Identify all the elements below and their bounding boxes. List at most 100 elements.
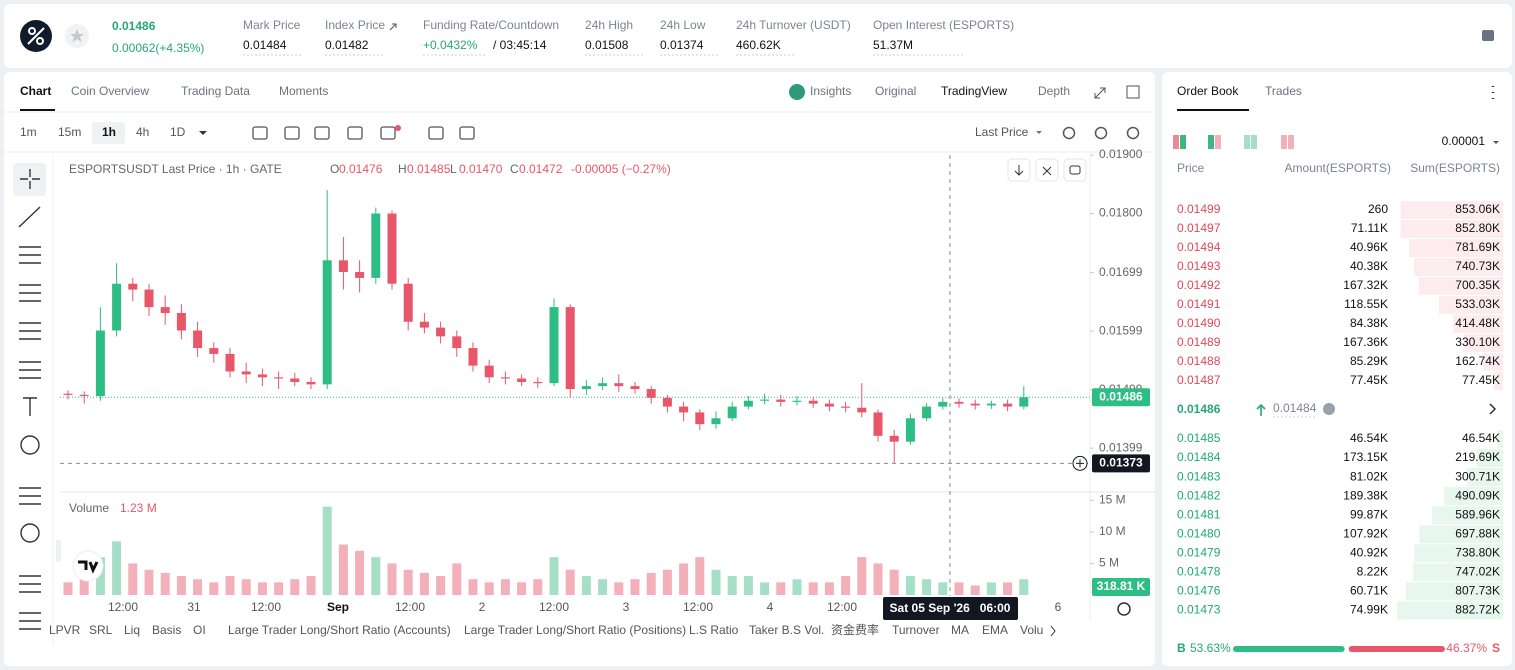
volume-bar	[630, 579, 640, 595]
interval[interactable]: 1h	[102, 125, 116, 139]
view-mode-icon[interactable]	[1215, 135, 1221, 149]
depth-bar	[1466, 468, 1503, 487]
view-mode-icon[interactable]	[1208, 135, 1214, 149]
volume-bar	[565, 569, 575, 595]
candle-body	[176, 312, 186, 331]
interval[interactable]: 1m	[20, 125, 37, 139]
toolbar-icon[interactable]	[284, 126, 300, 140]
candle-body	[517, 378, 527, 383]
interval[interactable]: 15m	[58, 125, 81, 139]
indicator[interactable]: OI	[193, 623, 206, 637]
toolbar-icon[interactable]	[380, 126, 396, 140]
tab[interactable]: Coin Overview	[71, 84, 149, 98]
toolbar-icon[interactable]	[428, 126, 444, 140]
indicator[interactable]: Volu	[1020, 623, 1043, 637]
ob-price: 0.01478	[1177, 565, 1221, 579]
view-tab[interactable]: Depth	[1038, 84, 1070, 98]
indicator[interactable]: Large Trader Long/Short Ratio (Accounts)	[228, 623, 451, 637]
view-mode-icon[interactable]	[1173, 135, 1179, 149]
toolbar-icon[interactable]	[252, 126, 268, 140]
tool-icon[interactable]	[20, 169, 40, 189]
collapse-tab[interactable]	[56, 540, 61, 562]
volume-bar	[79, 576, 89, 595]
interval[interactable]: 4h	[136, 125, 149, 139]
x-tick-label: 31	[187, 600, 201, 614]
volume-bar	[679, 563, 689, 595]
depth-bar	[1432, 506, 1503, 525]
view-tab[interactable]: TradingView	[941, 84, 1007, 98]
candle-body	[63, 393, 73, 395]
tool-icon[interactable]	[20, 435, 40, 455]
tool-icon[interactable]	[19, 246, 41, 264]
tool-icon[interactable]	[23, 397, 37, 416]
ob-tab[interactable]: Trades	[1265, 84, 1302, 98]
ob-amount: 40.96K	[1350, 240, 1388, 254]
tool-icon[interactable]	[20, 523, 40, 543]
toolbar-icon[interactable]	[1062, 126, 1076, 140]
ob-sum: 740.73K	[1455, 259, 1500, 273]
chart-button[interactable]	[1063, 158, 1087, 182]
ob-tab[interactable]: Order Book	[1177, 84, 1239, 98]
tab[interactable]: Moments	[279, 84, 328, 98]
toolbar-icon[interactable]	[459, 126, 475, 140]
indicator[interactable]: Liq	[124, 623, 140, 637]
candle-body	[1003, 403, 1013, 407]
view-tab[interactable]: Original	[875, 84, 916, 98]
indicator[interactable]: L.S Ratio	[689, 623, 739, 637]
price-source[interactable]: Last Price	[975, 125, 1029, 139]
volume-last-label: 318.81 K	[1097, 579, 1146, 593]
tab[interactable]: Chart	[20, 84, 51, 98]
x-tick-label: 12:00	[395, 600, 425, 614]
indicator[interactable]: MA	[951, 623, 969, 637]
candle-body	[95, 330, 105, 397]
tool-icon[interactable]	[19, 575, 41, 593]
ob-sum: 853.06K	[1455, 202, 1500, 216]
tool-icon[interactable]	[19, 284, 41, 302]
window-icon[interactable]	[1126, 85, 1140, 99]
tool-icon[interactable]	[19, 361, 41, 379]
indicator[interactable]: SRL	[89, 623, 113, 637]
tool-icon[interactable]	[19, 322, 41, 340]
volume-bar	[905, 576, 915, 595]
indicator[interactable]: LPVR	[49, 623, 81, 637]
header-icon[interactable]	[1482, 30, 1494, 41]
indicator[interactable]: Taker B.S Vol.	[749, 623, 824, 637]
chart-button[interactable]	[1035, 158, 1059, 182]
toolbar-icon[interactable]	[347, 126, 363, 140]
indicator[interactable]: Large Trader Long/Short Ratio (Positions…	[464, 623, 686, 637]
candle-body	[371, 213, 381, 278]
indicator[interactable]: 资金费率	[831, 622, 879, 637]
precision[interactable]: 0.00001	[1442, 134, 1486, 148]
tool-icon[interactable]	[19, 612, 41, 630]
depth-bar	[1483, 353, 1503, 371]
view-mode-icon[interactable]	[1288, 135, 1294, 149]
indicator[interactable]: EMA	[982, 623, 1008, 637]
toolbar-icon[interactable]	[1126, 126, 1140, 140]
view-mode-icon[interactable]	[1251, 135, 1257, 149]
settings-icon[interactable]	[1117, 602, 1131, 616]
candle-body	[274, 377, 284, 379]
indicator[interactable]: Basis	[152, 623, 181, 637]
ob-sum: 747.02K	[1455, 565, 1500, 579]
view-mode-icon[interactable]	[1244, 135, 1250, 149]
view-mode-icon[interactable]	[1281, 135, 1287, 149]
scroll-right[interactable]	[1050, 625, 1056, 637]
chevron-right[interactable]	[1489, 403, 1497, 415]
tab[interactable]: Trading Data	[181, 84, 250, 98]
volume-bar	[922, 579, 932, 595]
view-tab[interactable]: Insights	[810, 84, 851, 98]
toolbar-icon[interactable]	[1094, 126, 1108, 140]
stat-value: 0.01484	[243, 38, 287, 52]
indicator[interactable]: Turnover	[892, 623, 940, 637]
volume-bar	[176, 576, 186, 595]
tool-icon[interactable]	[18, 206, 41, 228]
interval[interactable]: 1D	[170, 125, 186, 139]
tool-icon[interactable]	[19, 487, 41, 505]
crosshair-plus-icon	[1076, 459, 1084, 468]
view-mode-icon[interactable]	[1180, 135, 1186, 149]
last-price-label: 0.01486	[1099, 389, 1143, 403]
expand-icon[interactable]	[1094, 87, 1106, 99]
stat-value: 51.37M	[873, 38, 913, 52]
toolbar-icon[interactable]	[314, 126, 330, 140]
volume-bar	[290, 579, 300, 595]
